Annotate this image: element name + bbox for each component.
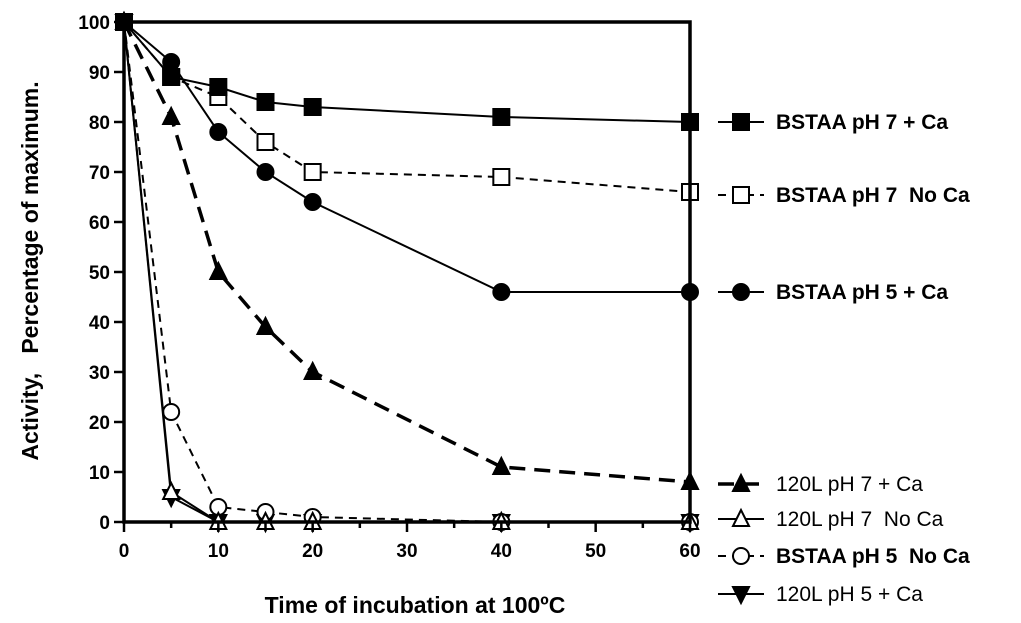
y-tick-label: 60	[89, 213, 110, 234]
legend-marker	[732, 186, 750, 204]
y-tick-label: 0	[99, 513, 110, 534]
series-line	[123, 21, 690, 523]
data-point	[255, 315, 276, 335]
series-6	[115, 13, 699, 531]
legend-marker	[732, 547, 750, 565]
data-point	[491, 455, 511, 475]
x-tick-label: 50	[585, 541, 606, 562]
y-tick-label: 30	[89, 363, 110, 384]
y-tick-label: 70	[89, 163, 110, 184]
y-axis-title: Activity, Percentage of maximum.	[17, 81, 43, 460]
legend: BSTAA pH 7 + Ca BSTAA pH 7 No Ca BSTAA pH …	[718, 111, 970, 606]
data-point	[303, 193, 322, 211]
data-point	[161, 105, 181, 125]
series-line	[122, 21, 691, 484]
series-layer	[114, 10, 700, 534]
series-2	[115, 13, 699, 201]
x-tick-label: 30	[396, 541, 417, 562]
series-line	[123, 21, 691, 123]
series-3	[115, 13, 699, 301]
series-5	[114, 10, 700, 530]
legend-label: BSTAA pH 7 + Ca	[776, 111, 948, 134]
legend-entry: BSTAA pH 7 + Ca	[718, 111, 948, 134]
series-line	[123, 21, 690, 293]
y-tick-label: 20	[89, 413, 110, 434]
data-point	[162, 403, 181, 421]
legend-label: BSTAA pH 5 + Ca	[776, 281, 948, 304]
x-tick-label: 10	[208, 541, 229, 562]
legend-entry: BSTAA pH 5 + Ca	[718, 281, 948, 304]
y-tick-label: 10	[89, 463, 110, 484]
series-1	[115, 13, 699, 131]
legend-label: 120L pH 7 No Ca	[776, 508, 944, 531]
plot-frame-box	[122, 20, 692, 524]
legend-entry: BSTAA pH 5 No Ca	[718, 545, 970, 568]
legend-label: 120L pH 5 + Ca	[776, 583, 923, 606]
plot-frame	[122, 20, 692, 524]
legend-label: BSTAA pH 5 No Ca	[776, 545, 970, 568]
series-line	[123, 21, 690, 523]
data-point	[492, 283, 511, 301]
legend-marker	[731, 586, 751, 606]
series-7	[114, 14, 700, 534]
legend-entry: BSTAA pH 7 No Ca	[718, 184, 970, 207]
x-tick-label: 0	[119, 541, 130, 562]
legend-marker	[731, 472, 751, 492]
series-line	[123, 21, 690, 523]
data-point	[303, 163, 322, 181]
data-point	[256, 133, 275, 151]
data-point	[162, 53, 181, 71]
x-axis-title: Time of incubation at 100ºC	[265, 592, 566, 618]
x-tick-label: 20	[302, 541, 323, 562]
data-point	[208, 260, 228, 280]
data-point	[162, 68, 181, 86]
x-tick-label: 60	[679, 541, 700, 562]
legend-marker	[732, 113, 750, 131]
legend-label: 120L pH 7 + Ca	[776, 473, 923, 496]
data-point	[161, 480, 181, 500]
y-tick-label: 50	[89, 263, 110, 284]
axis-ticks: 0 10 20 30 40 50 60 0 10 20 30 40 50 60 70 80 90 100	[78, 13, 700, 562]
data-point	[209, 78, 228, 96]
x-tick-label: 40	[491, 541, 512, 562]
data-point	[303, 98, 322, 116]
y-tick-label: 40	[89, 313, 110, 334]
data-point	[303, 360, 323, 380]
data-point	[256, 163, 275, 181]
y-tick-label: 100	[78, 13, 110, 34]
data-point	[492, 108, 511, 126]
legend-entry: 120L pH 7 + Ca	[718, 472, 923, 496]
legend-marker	[731, 507, 751, 527]
legend-marker	[732, 283, 750, 301]
legend-label: BSTAA pH 7 No Ca	[776, 184, 970, 207]
legend-entry: 120L pH 7 No Ca	[718, 507, 944, 531]
legend-entry: 120L pH 5 + Ca	[718, 583, 923, 606]
data-point	[492, 168, 511, 186]
data-point	[209, 123, 228, 141]
y-tick-label: 90	[89, 63, 110, 84]
data-point	[256, 93, 275, 111]
y-tick-label: 80	[89, 113, 110, 134]
series-line	[123, 21, 691, 193]
